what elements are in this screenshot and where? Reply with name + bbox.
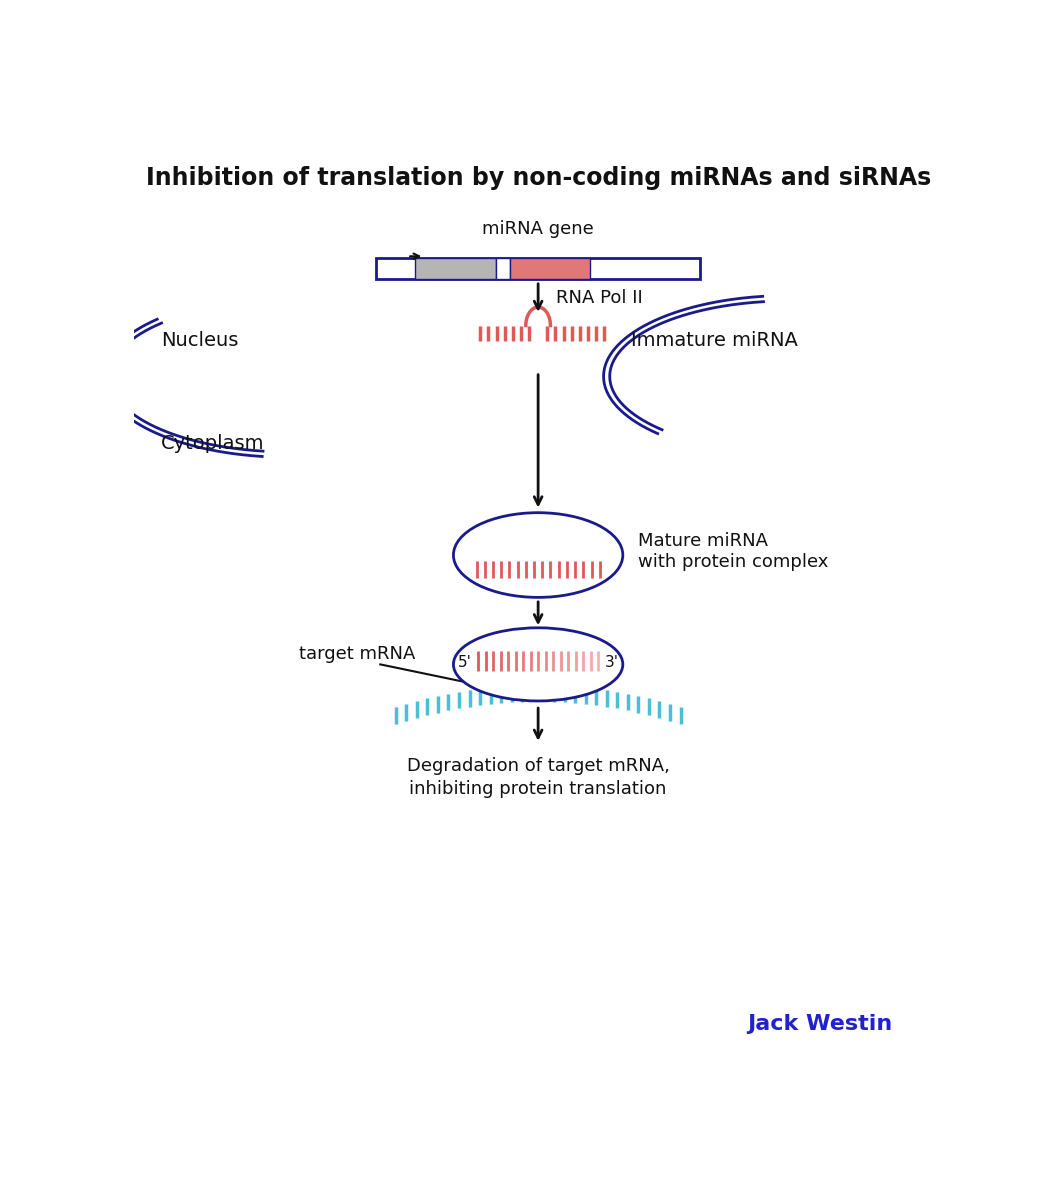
Text: Mature miRNA
with protein complex: Mature miRNA with protein complex [638, 531, 828, 570]
Text: Immature miRNA: Immature miRNA [630, 331, 797, 351]
Bar [509, 257, 590, 280]
Bar [496, 257, 509, 280]
Text: miRNA gene: miRNA gene [482, 219, 594, 238]
Text: Jack Westin: Jack Westin [748, 1014, 892, 1034]
Ellipse shape [454, 512, 623, 598]
Text: Nucleus: Nucleus [161, 331, 238, 351]
Text: RNA Pol II: RNA Pol II [555, 289, 643, 307]
Bar [376, 257, 699, 280]
Text: target mRNA: target mRNA [299, 645, 416, 663]
Text: Degradation of target mRNA,
inhibiting protein translation: Degradation of target mRNA, inhibiting p… [406, 757, 670, 798]
Text: Cytoplasm: Cytoplasm [161, 434, 265, 453]
Text: Inhibition of translation by non-coding miRNAs and siRNAs: Inhibition of translation by non-coding … [146, 166, 930, 190]
Text: 3': 3' [605, 656, 618, 670]
Text: 5': 5' [458, 656, 471, 670]
Bar [415, 257, 496, 280]
Ellipse shape [454, 627, 623, 701]
